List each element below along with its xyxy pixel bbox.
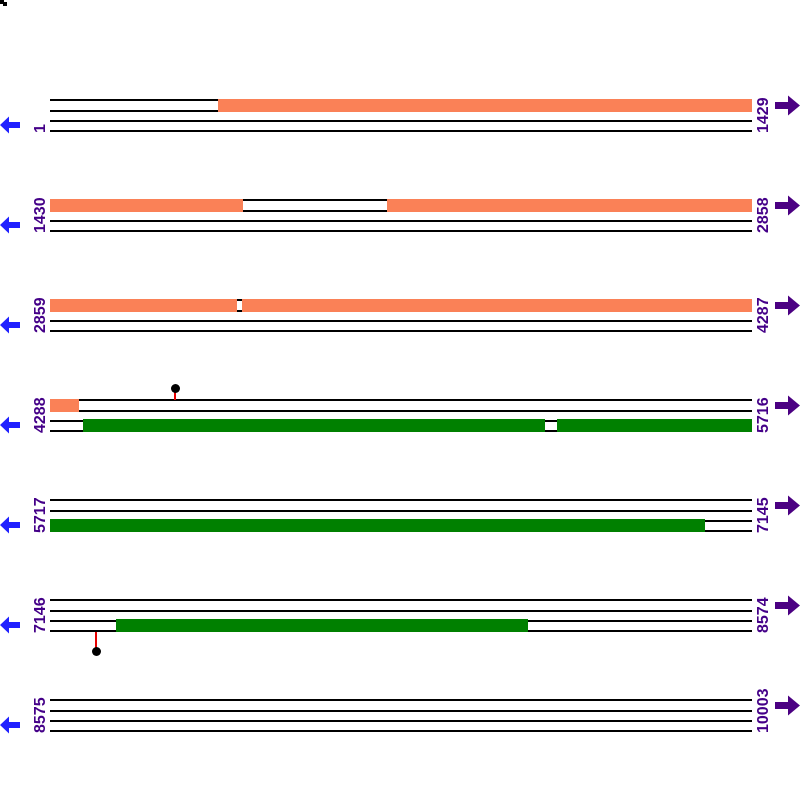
right-arrow-icon xyxy=(775,595,800,616)
sequence-track-line xyxy=(50,610,752,612)
row-end-label: 4287 xyxy=(755,297,772,333)
sequence-track-line xyxy=(50,499,752,501)
sequence-track-line xyxy=(50,410,752,412)
sequence-track-line xyxy=(50,510,752,512)
row-start-label: 4288 xyxy=(32,397,49,433)
map-row-5: 5717 7145 xyxy=(0,459,800,559)
feature-bar-orange xyxy=(218,98,752,112)
sequence-track-line xyxy=(50,130,752,132)
feature-bar-orange xyxy=(387,198,752,212)
left-arrow-icon xyxy=(0,516,20,533)
row-end-label: 5716 xyxy=(755,397,772,433)
feature-bar-green xyxy=(116,619,528,632)
row-end-label: 2858 xyxy=(755,197,772,233)
sequence-track-line xyxy=(50,230,752,232)
row-start-label: 1430 xyxy=(32,197,49,233)
feature-bar-orange xyxy=(242,298,752,312)
row-start-label: 8575 xyxy=(32,697,49,733)
right-arrow-icon xyxy=(775,95,800,116)
map-row-7: 8575 10003 xyxy=(0,659,800,759)
pin-stem xyxy=(95,631,97,648)
right-arrow-icon xyxy=(775,295,800,316)
corner-artifact xyxy=(0,0,4,4)
feature-bar-green xyxy=(50,519,705,532)
left-arrow-icon xyxy=(0,616,20,633)
row-start-label: 5717 xyxy=(32,497,49,533)
feature-bar-orange xyxy=(50,198,243,212)
pin-stem xyxy=(174,391,176,400)
row-start-label: 7146 xyxy=(32,597,49,633)
feature-bar-green xyxy=(83,419,545,432)
right-arrow-icon xyxy=(775,495,800,516)
right-arrow-icon xyxy=(775,695,800,716)
sequence-track-line xyxy=(50,220,752,222)
row-start-label: 1 xyxy=(32,124,49,133)
feature-bar-green xyxy=(557,419,752,432)
feature-bar-orange xyxy=(50,298,237,312)
left-arrow-icon xyxy=(0,216,20,233)
map-row-2: 1430 2858 xyxy=(0,159,800,259)
right-arrow-icon xyxy=(775,395,800,416)
pin-dot-icon xyxy=(91,647,101,656)
sequence-track-line xyxy=(50,399,752,401)
sequence-track-line xyxy=(50,320,752,322)
sequence-track-line xyxy=(50,720,752,722)
sequence-track-line xyxy=(50,710,752,712)
left-arrow-icon xyxy=(0,416,20,433)
right-arrow-icon xyxy=(775,195,800,216)
map-row-3: 2859 4287 xyxy=(0,259,800,359)
sequence-track-line xyxy=(50,599,752,601)
sequence-track-line xyxy=(50,730,752,732)
sequence-track-line xyxy=(50,330,752,332)
left-arrow-icon xyxy=(0,716,20,733)
sequence-track-line xyxy=(50,699,752,701)
row-end-label: 10003 xyxy=(755,688,772,734)
map-row-6: 7146 8574 xyxy=(0,559,800,659)
row-start-label: 2859 xyxy=(32,297,49,333)
pin-dot-icon xyxy=(170,384,180,393)
row-end-label: 1429 xyxy=(755,97,772,133)
map-row-1: 1 1429 xyxy=(0,59,800,159)
feature-bar-orange xyxy=(50,398,79,412)
sequence-track-line xyxy=(50,120,752,122)
row-end-label: 8574 xyxy=(755,597,772,633)
map-row-4: 4288 5716 xyxy=(0,359,800,459)
left-arrow-icon xyxy=(0,316,20,333)
row-end-label: 7145 xyxy=(755,497,772,533)
left-arrow-icon xyxy=(0,116,20,133)
